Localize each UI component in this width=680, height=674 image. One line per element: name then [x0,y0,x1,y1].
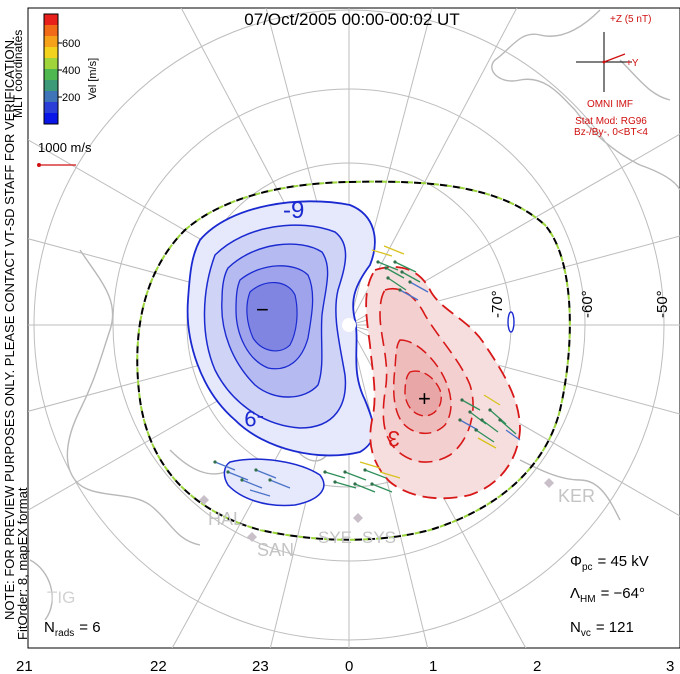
colorbar-swatch [44,80,58,92]
lat-label-70: -70° [489,290,506,318]
stat-nrads: Nrads = 6 [44,619,101,639]
potential-minimum-marker: − [256,297,269,322]
colorbar-tick-200: 200 [62,92,80,104]
imf-model-label: Stat Mod: RG96 [575,116,647,127]
svg-text:Nvc= 121: Nvc = 121 [570,619,634,639]
lat-label-60: -60° [579,290,596,318]
positive-potential-cell [365,266,521,500]
mlt-tick-3: 3 [666,658,674,674]
colorbar-swatch [44,102,58,114]
mlt-tick-2: 2 [533,658,541,674]
pole-gap [342,318,356,332]
colorbar-swatch [44,25,58,37]
station-label-ker: KER [558,486,595,506]
mlt-tick-21: 21 [16,658,33,674]
station-label-sye: SYE [318,528,352,547]
contour-label-upper: -9 [283,197,304,224]
velocity-vectors [214,245,521,497]
imf-y-label: +Y [626,58,639,69]
colorbar-swatch [44,91,58,103]
colorbar-swatch [44,69,58,81]
imf-source-label: OMNI IMF [587,99,633,110]
mlt-axis: 21 22 23 0 1 2 3 [16,658,674,674]
colorbar-swatch [44,14,58,26]
station-label-hal: HAL [208,509,243,529]
svg-text:ΛHM= −64°: ΛHM = −64° [570,585,645,605]
station-label-sys: SYS [362,528,396,547]
stat-hm-boundary: ΛHM = −64° [570,585,645,605]
mlt-tick-0: 0 [345,658,353,674]
stat-vector-count: Nvc = 121 [570,619,634,639]
stat-cross-polar-potential: Φpc = 45 kV [570,553,649,573]
contour-label-positive: 3 [388,426,400,451]
heppner-maynard-boundary [136,180,571,541]
colorbar-tick-600: 600 [62,38,80,50]
contour-label-lower: -9 [244,406,264,431]
fit-order-note: FitOrder: 8, mapEX format [15,487,30,640]
imf-scale-label: +Z (5 nT) [610,14,651,25]
coordinates-note: MLT coordinates [11,30,25,118]
mlt-tick-23: 23 [252,658,269,674]
colorbar-tick-400: 400 [62,65,80,77]
imf-clock: +Z (5 nT) +Y OMNI IMF Stat Mod: RG96 Bz-… [574,14,651,138]
potential-maximum-marker: + [418,386,431,411]
station-label-san: SAN [257,540,294,560]
lat-label-50: -50° [654,290,671,318]
svg-text:Φpc= 45 kV: Φpc = 45 kV [570,553,649,573]
mlt-tick-22: 22 [150,658,167,674]
imf-condition-label: Bz-/By-, 0<BT<4 [574,127,648,138]
colorbar-swatch [44,36,58,48]
colorbar-swatch [44,47,58,59]
svg-text:Nrads= 6: Nrads = 6 [44,619,101,639]
station-label-tig: TIG [47,588,75,607]
colorbar-label: Vel [m/s] [87,58,99,100]
velocity-colorbar: 600 400 200 Vel [m/s] [43,13,99,125]
coastline [29,9,680,621]
mlt-tick-1: 1 [429,658,437,674]
preview-note: NOTE: FOR PREVIEW PURPOSES ONLY. PLEASE … [2,36,17,620]
vector-origins [213,260,502,486]
map-title: 07/Oct/2005 00:00-00:02 UT [244,10,459,29]
reference-vector-label: 1000 m/s [38,140,92,155]
colorbar-swatch [44,58,58,70]
colorbar-swatch [44,113,58,125]
negative-potential-cell [186,200,515,507]
radar-stations [199,478,554,542]
